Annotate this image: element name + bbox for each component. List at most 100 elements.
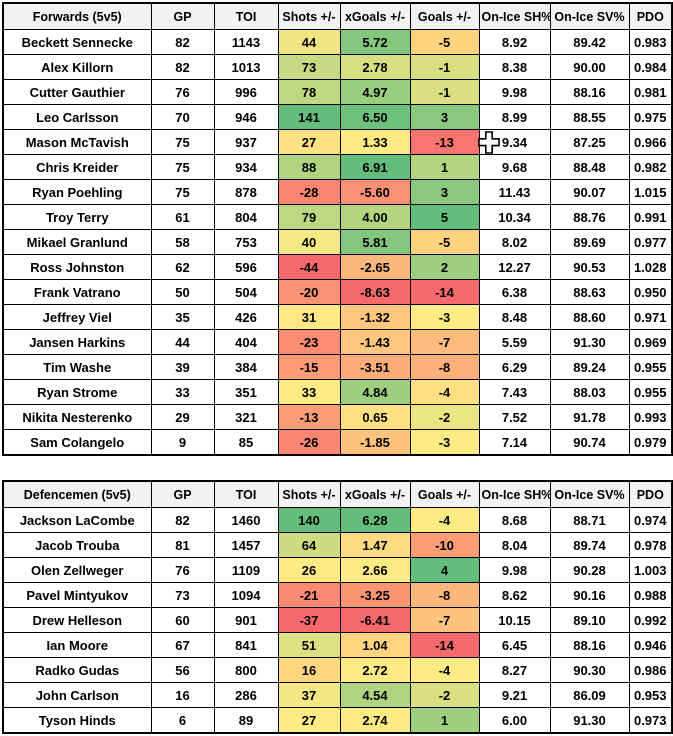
toi-cell[interactable]: 384 bbox=[213, 354, 279, 380]
gp-cell[interactable]: 73 bbox=[150, 582, 215, 608]
shots-diff-cell[interactable]: -26 bbox=[277, 429, 341, 456]
player-name-cell[interactable]: Alex Killorn bbox=[2, 54, 152, 80]
gp-cell[interactable]: 58 bbox=[150, 229, 215, 255]
on-ice-sh-cell[interactable]: 9.34 bbox=[478, 129, 551, 155]
xgoals-diff-cell[interactable]: 1.47 bbox=[339, 532, 411, 558]
shots-diff-cell[interactable]: -37 bbox=[277, 607, 341, 633]
xgoals-diff-cell[interactable]: -3.51 bbox=[339, 354, 411, 380]
xgoals-diff-cell[interactable]: 1.33 bbox=[339, 129, 411, 155]
gp-cell[interactable]: 39 bbox=[150, 354, 215, 380]
gp-cell[interactable]: 6 bbox=[150, 707, 215, 734]
player-name-cell[interactable]: Mikael Granlund bbox=[2, 229, 152, 255]
on-ice-sv-cell[interactable]: 88.55 bbox=[549, 104, 630, 130]
on-ice-sh-cell[interactable]: 10.34 bbox=[478, 204, 551, 230]
on-ice-sv-cell[interactable]: 89.10 bbox=[549, 607, 630, 633]
column-header-sh[interactable]: On-Ice SH% bbox=[478, 2, 551, 30]
xgoals-diff-cell[interactable]: 4.84 bbox=[339, 379, 411, 405]
table-title-cell[interactable]: Forwards (5v5) bbox=[2, 2, 152, 30]
toi-cell[interactable]: 841 bbox=[213, 632, 279, 658]
goals-diff-cell[interactable]: -5 bbox=[409, 29, 480, 55]
on-ice-sv-cell[interactable]: 89.74 bbox=[549, 532, 630, 558]
on-ice-sh-cell[interactable]: 6.45 bbox=[478, 632, 551, 658]
on-ice-sv-cell[interactable]: 88.60 bbox=[549, 304, 630, 330]
goals-diff-cell[interactable]: -2 bbox=[409, 682, 480, 708]
goals-diff-cell[interactable]: 1 bbox=[409, 707, 480, 734]
player-name-cell[interactable]: John Carlson bbox=[2, 682, 152, 708]
shots-diff-cell[interactable]: -44 bbox=[277, 254, 341, 280]
player-name-cell[interactable]: Leo Carlsson bbox=[2, 104, 152, 130]
on-ice-sv-cell[interactable]: 86.09 bbox=[549, 682, 630, 708]
on-ice-sh-cell[interactable]: 8.02 bbox=[478, 229, 551, 255]
on-ice-sv-cell[interactable]: 88.71 bbox=[549, 507, 630, 533]
pdo-cell[interactable]: 0.983 bbox=[628, 29, 673, 55]
gp-cell[interactable]: 56 bbox=[150, 657, 215, 683]
column-header-goals[interactable]: Goals +/- bbox=[409, 2, 480, 30]
goals-diff-cell[interactable]: -13 bbox=[409, 129, 480, 155]
player-name-cell[interactable]: Olen Zellweger bbox=[2, 557, 152, 583]
goals-diff-cell[interactable]: 3 bbox=[409, 104, 480, 130]
column-header-xg[interactable]: xGoals +/- bbox=[339, 2, 411, 30]
pdo-cell[interactable]: 0.969 bbox=[628, 329, 673, 355]
player-name-cell[interactable]: Radko Gudas bbox=[2, 657, 152, 683]
xgoals-diff-cell[interactable]: -3.25 bbox=[339, 582, 411, 608]
goals-diff-cell[interactable]: -3 bbox=[409, 429, 480, 456]
gp-cell[interactable]: 81 bbox=[150, 532, 215, 558]
pdo-cell[interactable]: 0.955 bbox=[628, 354, 673, 380]
column-header-shots[interactable]: Shots +/- bbox=[277, 480, 341, 508]
on-ice-sh-cell[interactable]: 7.43 bbox=[478, 379, 551, 405]
on-ice-sv-cell[interactable]: 88.76 bbox=[549, 204, 630, 230]
player-name-cell[interactable]: Frank Vatrano bbox=[2, 279, 152, 305]
gp-cell[interactable]: 44 bbox=[150, 329, 215, 355]
on-ice-sv-cell[interactable]: 91.78 bbox=[549, 404, 630, 430]
goals-diff-cell[interactable]: -4 bbox=[409, 657, 480, 683]
toi-cell[interactable]: 89 bbox=[213, 707, 279, 734]
shots-diff-cell[interactable]: -15 bbox=[277, 354, 341, 380]
on-ice-sh-cell[interactable]: 9.68 bbox=[478, 154, 551, 180]
on-ice-sv-cell[interactable]: 91.30 bbox=[549, 329, 630, 355]
shots-diff-cell[interactable]: -21 bbox=[277, 582, 341, 608]
pdo-cell[interactable]: 0.988 bbox=[628, 582, 673, 608]
player-name-cell[interactable]: Jackson LaCombe bbox=[2, 507, 152, 533]
pdo-cell[interactable]: 0.991 bbox=[628, 204, 673, 230]
column-header-pdo[interactable]: PDO bbox=[628, 480, 673, 508]
goals-diff-cell[interactable]: -8 bbox=[409, 354, 480, 380]
pdo-cell[interactable]: 0.982 bbox=[628, 154, 673, 180]
on-ice-sh-cell[interactable]: 8.62 bbox=[478, 582, 551, 608]
goals-diff-cell[interactable]: 5 bbox=[409, 204, 480, 230]
shots-diff-cell[interactable]: 51 bbox=[277, 632, 341, 658]
gp-cell[interactable]: 76 bbox=[150, 79, 215, 105]
shots-diff-cell[interactable]: 16 bbox=[277, 657, 341, 683]
column-header-gp[interactable]: GP bbox=[150, 480, 215, 508]
goals-diff-cell[interactable]: -10 bbox=[409, 532, 480, 558]
xgoals-diff-cell[interactable]: 2.74 bbox=[339, 707, 411, 734]
gp-cell[interactable]: 75 bbox=[150, 129, 215, 155]
gp-cell[interactable]: 70 bbox=[150, 104, 215, 130]
table-title-cell[interactable]: Defencemen (5v5) bbox=[2, 480, 152, 508]
toi-cell[interactable]: 321 bbox=[213, 404, 279, 430]
toi-cell[interactable]: 800 bbox=[213, 657, 279, 683]
pdo-cell[interactable]: 0.974 bbox=[628, 507, 673, 533]
on-ice-sv-cell[interactable]: 88.63 bbox=[549, 279, 630, 305]
player-name-cell[interactable]: Mason McTavish bbox=[2, 129, 152, 155]
on-ice-sh-cell[interactable]: 7.14 bbox=[478, 429, 551, 456]
xgoals-diff-cell[interactable]: 6.91 bbox=[339, 154, 411, 180]
pdo-cell[interactable]: 0.977 bbox=[628, 229, 673, 255]
pdo-cell[interactable]: 0.992 bbox=[628, 607, 673, 633]
goals-diff-cell[interactable]: -8 bbox=[409, 582, 480, 608]
player-name-cell[interactable]: Jansen Harkins bbox=[2, 329, 152, 355]
xgoals-diff-cell[interactable]: 0.65 bbox=[339, 404, 411, 430]
on-ice-sh-cell[interactable]: 8.68 bbox=[478, 507, 551, 533]
xgoals-diff-cell[interactable]: 5.81 bbox=[339, 229, 411, 255]
goals-diff-cell[interactable]: -7 bbox=[409, 329, 480, 355]
pdo-cell[interactable]: 0.986 bbox=[628, 657, 673, 683]
shots-diff-cell[interactable]: 26 bbox=[277, 557, 341, 583]
column-header-toi[interactable]: TOI bbox=[213, 2, 279, 30]
toi-cell[interactable]: 934 bbox=[213, 154, 279, 180]
on-ice-sh-cell[interactable]: 8.48 bbox=[478, 304, 551, 330]
on-ice-sv-cell[interactable]: 88.48 bbox=[549, 154, 630, 180]
on-ice-sh-cell[interactable]: 8.27 bbox=[478, 657, 551, 683]
pdo-cell[interactable]: 0.953 bbox=[628, 682, 673, 708]
pdo-cell[interactable]: 0.973 bbox=[628, 707, 673, 734]
xgoals-diff-cell[interactable]: 2.78 bbox=[339, 54, 411, 80]
goals-diff-cell[interactable]: 1 bbox=[409, 154, 480, 180]
